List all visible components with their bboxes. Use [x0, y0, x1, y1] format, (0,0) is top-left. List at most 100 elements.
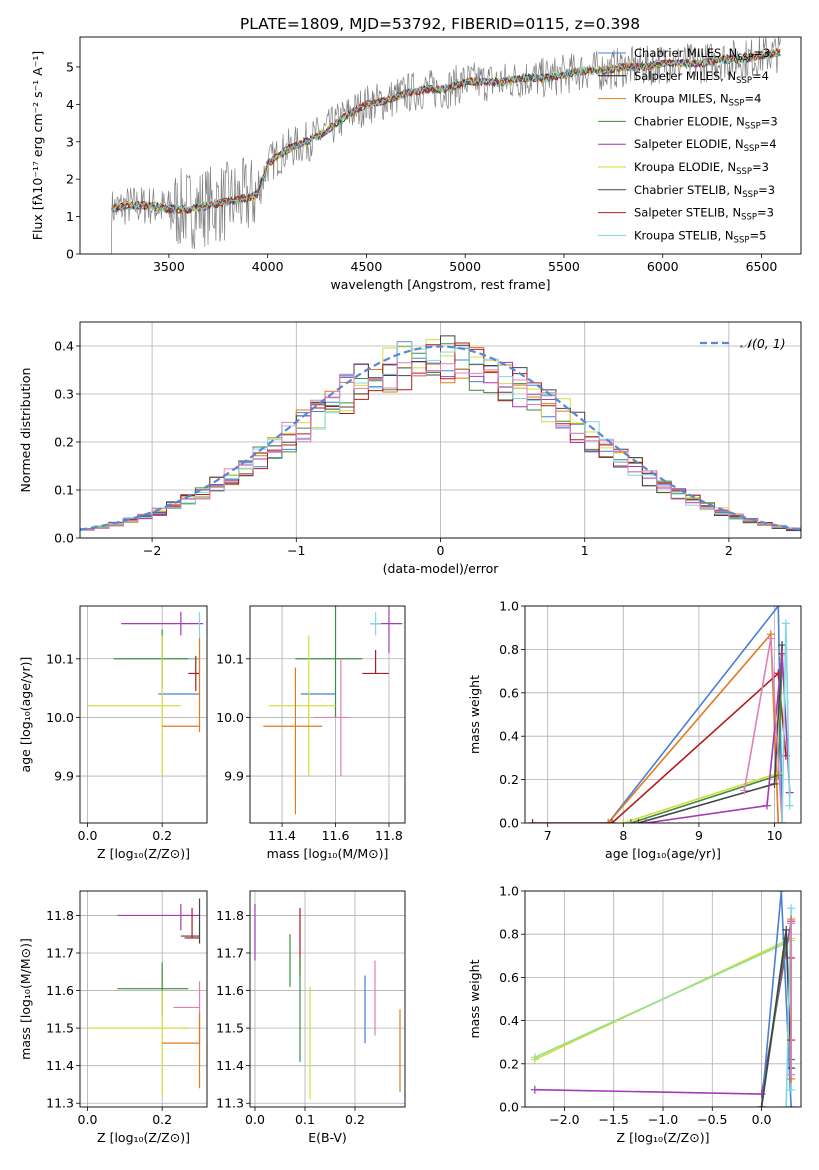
y-tick-label: 0.0: [499, 816, 519, 831]
y-tick-label: 11.7: [46, 945, 74, 960]
panel-weight-vs-Z: −2.0 −1.5 −1.0 −0.5 0.0 0.0 0.2 0.4 0.6 0.8 1.0 Z […: [467, 884, 802, 1145]
model-spectrum-line: [111, 50, 781, 215]
legend-entry: Chabrier ELODIE, NSSP=3: [634, 114, 778, 131]
errorbar-point: [162, 638, 201, 733]
errorbar-point: [113, 629, 200, 689]
axes-frame: [79, 605, 208, 824]
weight-marker: [766, 634, 775, 643]
weight-marker: [774, 606, 783, 610]
x-tick-label: −0.5: [697, 1112, 727, 1127]
x-axis-label: (data-model)/error: [383, 561, 500, 576]
x-tick-label: 11.8: [375, 828, 403, 843]
axes-frame: [79, 36, 802, 255]
y-tick-label: 5: [66, 59, 74, 74]
weight-marker: [782, 1103, 791, 1107]
weight-marker: [787, 1085, 796, 1094]
y-tick-label: 0: [66, 247, 74, 262]
y-tick-label: 1: [66, 209, 74, 224]
x-tick-label: 1: [581, 543, 589, 558]
y-tick-label: 11.3: [46, 1096, 74, 1111]
x-axis-label: Z [log₁₀(Z/Z⊙)]: [97, 1130, 190, 1145]
panel-age-vs-Z: 0.0 0.2 9.9 10.0 10.1 Z [log₁₀(Z/Z⊙)] age [log…: [18, 605, 208, 861]
charts-group: 3500 4000 4500 5000 5500 6000 6500 0 1 2 3 4 5 wavele…: [18, 36, 802, 1145]
y-tick-label: 11.8: [46, 908, 74, 923]
x-tick-label: 0.2: [152, 828, 172, 843]
weight-line: [623, 655, 783, 823]
x-axis-label: E(B-V): [308, 1130, 347, 1145]
x-axis-label: Z [log₁₀(Z/Z⊙)]: [617, 1130, 710, 1145]
weight-marker: [787, 1070, 796, 1079]
plot-area: [528, 606, 794, 823]
axes-frame: [524, 890, 802, 1108]
x-tick-label: 6500: [746, 259, 778, 274]
histogram-series: [80, 342, 801, 530]
y-tick-label: 0.4: [499, 1013, 519, 1028]
x-tick-label: 0.2: [345, 1112, 365, 1127]
y-tick-label: 0.4: [54, 339, 74, 354]
y-tick-label: 0.4: [499, 729, 519, 744]
weight-marker: [762, 801, 771, 810]
weight-marker: [787, 1103, 796, 1107]
model-spectrum-line: [111, 47, 781, 214]
x-tick-label: −1: [287, 543, 305, 558]
histogram-series: [80, 341, 801, 531]
y-tick-label: 10.0: [216, 710, 244, 725]
weight-marker: [604, 819, 613, 823]
y-tick-label: 10.0: [46, 710, 74, 725]
weight-marker: [626, 819, 635, 823]
plot-area: [111, 37, 782, 254]
weight-marker: [787, 904, 796, 913]
x-axis-label: wavelength [Angstrom, rest frame]: [330, 277, 550, 292]
x-tick-label: 0.0: [78, 1112, 98, 1127]
axes-frame: [79, 321, 802, 539]
y-tick-label: 10.1: [216, 651, 244, 666]
plot-area: [80, 335, 801, 532]
x-tick-label: 4500: [351, 259, 383, 274]
y-tick-label: 0.0: [54, 531, 74, 546]
weight-marker: [774, 819, 783, 823]
errorbar-point: [188, 611, 201, 677]
gaussian-curve: [80, 345, 801, 531]
y-axis-label: Flux [fλ10⁻¹⁷ erg cm⁻² s⁻¹ A⁻¹]: [30, 51, 45, 240]
legend-entry: Kroupa ELODIE, NSSP=3: [634, 160, 769, 177]
errorbar-point: [117, 904, 200, 931]
axes-frame: [249, 890, 406, 1108]
weight-marker: [757, 1103, 766, 1107]
legend: Chabrier MILES, NSSP=3 Salpeter MILES, NS…: [598, 46, 778, 245]
y-tick-label: 0.2: [499, 1056, 519, 1071]
weight-line: [645, 653, 791, 823]
panel-mass-vs-ebv: 0.0 0.1 0.2 11.3 11.4 11.5 11.6 11.7 11.8 E(B-V): [216, 890, 406, 1145]
x-tick-label: 5500: [548, 259, 580, 274]
legend-entry: Kroupa STELIB, NSSP=5: [634, 228, 766, 245]
legend-entry: 𝒩(0, 1): [740, 336, 786, 351]
y-tick-label: 11.5: [46, 1021, 74, 1036]
panel-residuals: −2 −1 0 1 2 0.0 0.1 0.2 0.3 0.4 (data-model)/error…: [18, 321, 802, 576]
y-tick-label: 1.0: [499, 884, 519, 899]
x-tick-label: 5000: [449, 259, 481, 274]
x-tick-label: 0.0: [245, 1112, 265, 1127]
y-tick-label: 1.0: [499, 599, 519, 614]
weight-marker: [641, 819, 650, 823]
y-axis-label: Normed distribution: [18, 368, 33, 493]
x-tick-label: −2: [143, 543, 161, 558]
x-tick-label: −1.0: [648, 1112, 678, 1127]
weight-marker: [634, 819, 643, 823]
y-tick-label: 0.8: [499, 927, 519, 942]
y-axis-label: age [log₁₀(age/yr)]: [18, 657, 33, 773]
panel-spectrum: 3500 4000 4500 5000 5500 6000 6500 0 1 2 3 4 5 wavele…: [30, 36, 802, 292]
x-tick-label: −1.5: [599, 1112, 629, 1127]
x-tick-label: 10: [767, 828, 783, 843]
y-tick-label: 0.8: [499, 642, 519, 657]
y-tick-label: 3: [66, 134, 74, 149]
weight-marker: [778, 819, 787, 823]
errorbar-point: [180, 898, 201, 944]
y-tick-label: 11.5: [216, 1021, 244, 1036]
errorbar-point: [121, 611, 204, 636]
errorbar-point: [362, 649, 389, 675]
x-tick-label: 0.0: [752, 1112, 772, 1127]
x-axis-label: mass [log₁₀(M/M⊙)]: [267, 846, 389, 861]
y-tick-label: 9.9: [54, 769, 74, 784]
axes-frame: [79, 890, 208, 1108]
y-axis-label: mass [log₁₀(M/M⊙)]: [18, 938, 33, 1060]
weight-line: [607, 632, 780, 823]
